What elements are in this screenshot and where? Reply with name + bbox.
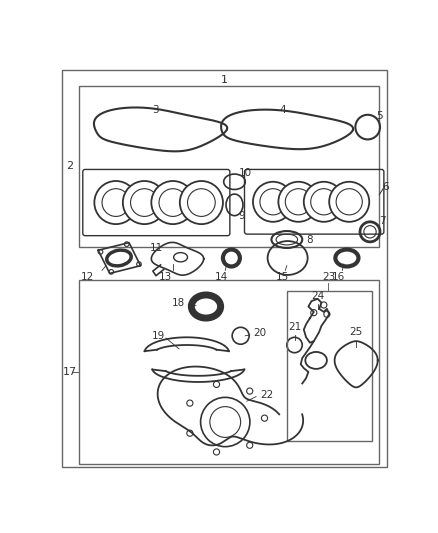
Text: 9: 9 <box>238 212 245 221</box>
Text: 8: 8 <box>306 235 313 245</box>
Text: 15: 15 <box>276 272 289 282</box>
Circle shape <box>329 182 369 222</box>
Text: 21: 21 <box>288 322 301 332</box>
Text: 20: 20 <box>253 328 266 338</box>
Text: 17: 17 <box>63 367 77 377</box>
Circle shape <box>336 189 362 215</box>
Circle shape <box>123 181 166 224</box>
Text: 24: 24 <box>311 291 324 301</box>
Text: 12: 12 <box>81 272 94 282</box>
Text: 3: 3 <box>152 105 159 115</box>
Circle shape <box>253 182 293 222</box>
Text: 7: 7 <box>379 216 386 226</box>
Text: 14: 14 <box>215 272 228 282</box>
Circle shape <box>260 189 286 215</box>
Circle shape <box>94 181 138 224</box>
Text: 25: 25 <box>350 327 363 337</box>
Text: 23: 23 <box>322 272 335 282</box>
Text: 10: 10 <box>238 168 251 179</box>
Circle shape <box>187 189 215 216</box>
Text: 5: 5 <box>376 110 383 120</box>
Text: 13: 13 <box>159 272 172 282</box>
Circle shape <box>311 189 337 215</box>
Circle shape <box>102 189 130 216</box>
Text: 19: 19 <box>152 331 165 341</box>
Circle shape <box>159 189 187 216</box>
Circle shape <box>151 181 194 224</box>
Circle shape <box>279 182 318 222</box>
Text: 2: 2 <box>66 161 73 172</box>
Bar <box>79 280 379 464</box>
Text: 1: 1 <box>221 75 228 85</box>
Text: 4: 4 <box>280 105 286 115</box>
Circle shape <box>180 181 223 224</box>
Text: 11: 11 <box>149 244 162 253</box>
Bar <box>79 85 379 247</box>
Circle shape <box>285 189 311 215</box>
Text: 6: 6 <box>383 182 389 192</box>
Text: 16: 16 <box>332 272 345 282</box>
Circle shape <box>131 189 158 216</box>
Text: 18: 18 <box>172 297 185 308</box>
Text: 22: 22 <box>260 390 273 400</box>
Circle shape <box>304 182 344 222</box>
Bar <box>287 291 371 441</box>
